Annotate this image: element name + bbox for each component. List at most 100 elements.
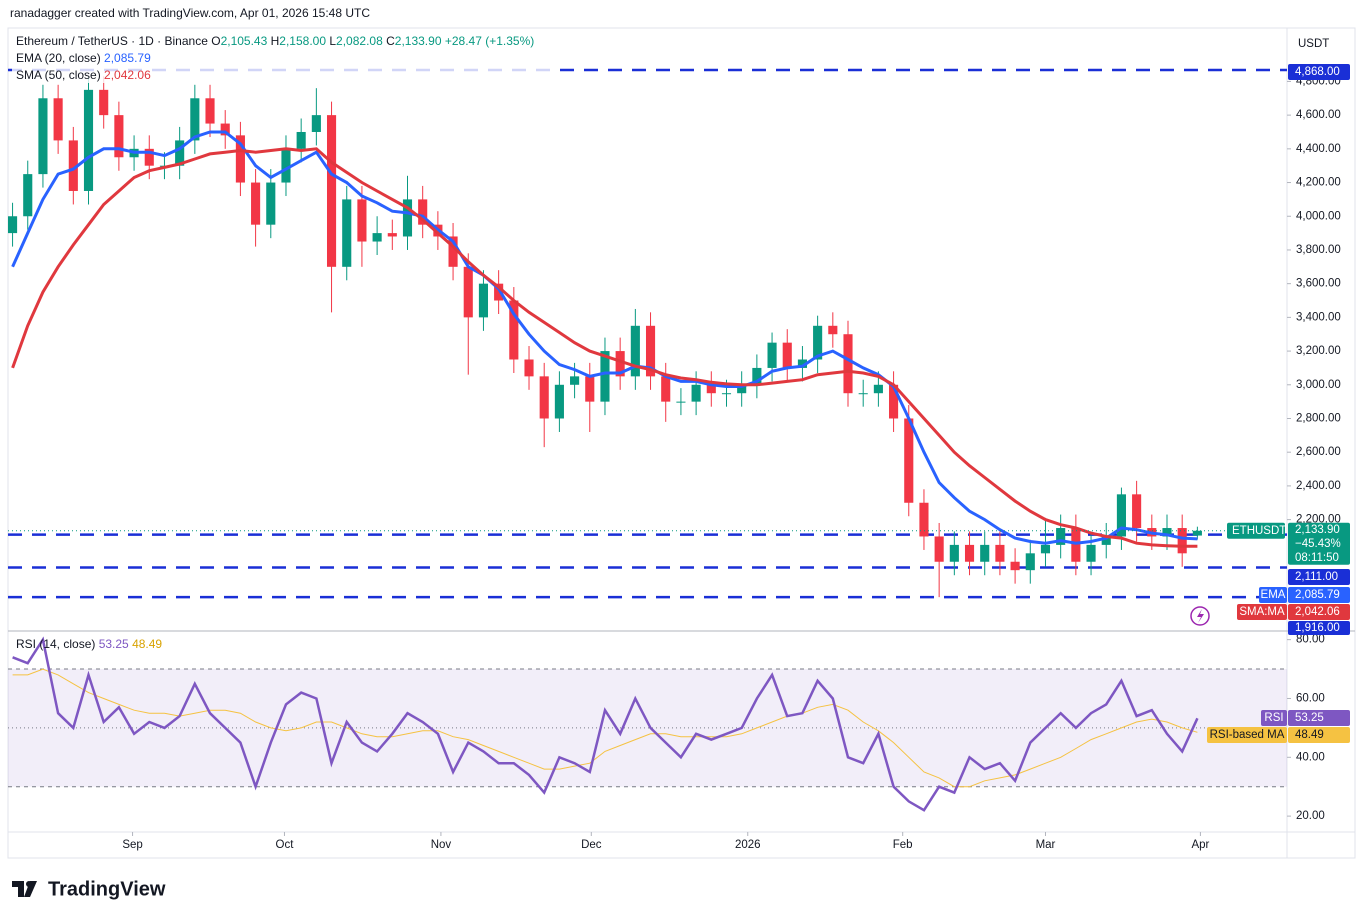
header: ranadagger created with TradingView.com,… <box>10 6 370 20</box>
candle-body <box>1132 494 1142 529</box>
logo-mark <box>12 881 37 897</box>
candle-body <box>53 98 63 141</box>
y-tick-label: 3,600.00 <box>1296 278 1341 290</box>
y-tick-label: 4,600.00 <box>1296 109 1341 121</box>
candle-body <box>934 536 944 562</box>
legend-key: O <box>211 34 220 48</box>
candle-body <box>509 300 519 360</box>
side-badge <box>1259 587 1287 603</box>
candle-body <box>114 115 124 158</box>
price-badge <box>1288 587 1350 603</box>
currency-box <box>1292 33 1340 55</box>
x-tick-label: Dec <box>581 839 602 851</box>
x-tick-label: Mar <box>1036 839 1056 851</box>
candle-body <box>645 325 656 377</box>
candle-body <box>342 199 352 267</box>
legend-change: +28.47 (+1.35%) <box>445 34 534 48</box>
x-tick-label: Oct <box>276 839 295 851</box>
candle-body <box>1177 528 1187 554</box>
candle-body <box>83 89 94 191</box>
y-tick-label: 3,000.00 <box>1296 379 1341 391</box>
candle-body <box>721 393 732 395</box>
candle-body <box>919 502 929 537</box>
x-tick-label: Nov <box>431 839 452 851</box>
candle-body <box>797 359 807 368</box>
price-badge <box>1288 64 1350 80</box>
candle-body <box>706 384 716 394</box>
legend-sma-value: 2,042.06 <box>104 68 151 82</box>
candle-body <box>661 376 671 402</box>
badge-text: 2,042.06 <box>1295 606 1340 618</box>
candle-body <box>1025 553 1035 571</box>
candle-body <box>251 182 261 225</box>
candle-body <box>1040 544 1051 554</box>
legend-value: 2,105.43 <box>221 34 268 48</box>
candle-body <box>980 544 990 562</box>
price-pane <box>8 68 1287 599</box>
candle-body <box>767 342 777 368</box>
rsi-pane <box>8 636 1287 812</box>
badge-text: 2,085.79 <box>1295 589 1340 601</box>
candle-body <box>220 123 230 136</box>
rsi-legend-value: 53.25 <box>99 637 129 651</box>
rsi-tick-label: 60.00 <box>1296 693 1325 705</box>
legend-key: H <box>271 34 280 48</box>
candle-body <box>949 544 959 562</box>
candle-body <box>995 544 1005 562</box>
x-tick-label: 2026 <box>735 839 761 851</box>
candle-body <box>494 283 504 301</box>
badge-text: 53.25 <box>1295 712 1324 724</box>
rsi-tick-label: 80.00 <box>1296 634 1325 646</box>
candle-body <box>843 334 853 394</box>
badge-text: 4,868.00 <box>1295 66 1340 78</box>
candle-body <box>630 325 640 377</box>
legend-sma-name: SMA (50, close) <box>16 68 101 82</box>
series-line <box>11 130 1198 545</box>
alert-bolt <box>1197 609 1204 623</box>
rsi-tick-label: 40.00 <box>1296 751 1325 763</box>
rsi-band <box>8 669 1287 787</box>
candle-body <box>858 393 868 395</box>
candle-body <box>889 384 899 419</box>
symbol-badge <box>1227 522 1285 539</box>
price-badge <box>1288 727 1350 743</box>
candle-body <box>190 98 200 141</box>
candle-body <box>23 174 33 217</box>
legend-value: 2,133.90 <box>395 34 442 48</box>
candle-body <box>68 140 78 191</box>
currency: USDT <box>1298 38 1329 50</box>
side-badge-text: EMA <box>1261 589 1286 601</box>
badge-text: 48.49 <box>1295 729 1324 741</box>
legend-bg <box>12 33 552 83</box>
candle-body <box>38 98 48 175</box>
legend-value: 2,158.00 <box>279 34 326 48</box>
logo-dot <box>26 881 32 887</box>
candle-body <box>357 199 367 242</box>
candle-body <box>752 367 762 385</box>
legend-key: L <box>329 34 336 48</box>
badge-text: −45.43% <box>1295 538 1341 550</box>
candle-body <box>1116 494 1126 537</box>
side-badge-text: RSI-based MA <box>1210 729 1285 741</box>
frame <box>7 27 1356 859</box>
legend-key: C <box>386 34 395 48</box>
candle-body <box>1192 530 1202 536</box>
candle-body <box>615 351 625 377</box>
badge-text: 2,133.90 <box>1295 524 1340 536</box>
side-badge <box>1237 604 1287 620</box>
x-tick-label: Feb <box>893 839 913 851</box>
candle-body <box>205 98 215 124</box>
candle-body <box>539 376 549 419</box>
legend-value: 2,082.08 <box>336 34 383 48</box>
y-tick-label: 2,400.00 <box>1296 480 1341 492</box>
rsi-legend: RSI (14, close) 53.25 48.49 <box>16 637 162 651</box>
candle-body <box>873 384 883 394</box>
rsi-legend-ma: 48.49 <box>132 637 162 651</box>
candle-body <box>1056 528 1066 545</box>
candle-body <box>235 135 245 183</box>
axes: 2,200.00 2,400.00 2,600.00 2,800.00 3,000.00… <box>122 75 1340 851</box>
alert-icon[interactable] <box>1190 606 1210 626</box>
candle-body <box>813 325 823 360</box>
series-line <box>12 636 1199 812</box>
